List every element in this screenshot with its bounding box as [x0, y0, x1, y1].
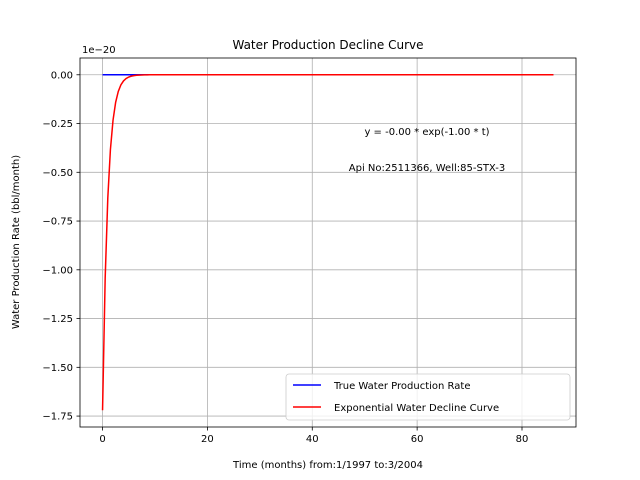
y-tick-label: −1.25 [42, 314, 73, 325]
x-tick-label: 40 [306, 434, 319, 445]
x-tick-label: 0 [99, 434, 105, 445]
x-axis-ticks: 0 20 40 60 80 [99, 427, 528, 445]
y-axis-ticks: 0.00 −0.25 −0.50 −0.75 −1.00 −1.25 −1.50 −1.75 [42, 70, 80, 423]
y-tick-label: −1.50 [42, 363, 73, 374]
y-offset-text: 1e−20 [82, 45, 116, 56]
y-tick-label: −0.50 [42, 168, 73, 179]
y-tick-label: 0.00 [51, 70, 73, 81]
legend: True Water Production Rate Exponential W… [285, 373, 571, 421]
legend-box [285, 373, 571, 421]
x-tick-label: 60 [411, 434, 424, 445]
series-group [101, 74, 554, 411]
y-tick-label: −1.00 [42, 265, 73, 276]
legend-label-true-rate: True Water Production Rate [333, 381, 470, 392]
chart-title: Water Production Decline Curve [232, 38, 423, 52]
series-line-decline-curve [101, 74, 554, 411]
x-tick-label: 20 [201, 434, 214, 445]
y-axis-label: Water Production Rate (bbl/month) [11, 155, 22, 329]
equation-annotation: y = -0.00 * exp(-1.00 * t) [364, 127, 489, 138]
plot-frame [79, 57, 577, 428]
y-tick-label: −0.25 [42, 119, 73, 130]
legend-label-decline-curve: Exponential Water Decline Curve [334, 403, 499, 414]
well-annotation: Api No:2511366, Well:85-STX-3 [349, 163, 506, 174]
x-tick-label: 80 [516, 434, 529, 445]
y-tick-label: −1.75 [42, 412, 73, 423]
y-tick-label: −0.75 [42, 217, 73, 228]
x-axis-label: Time (months) from:1/1997 to:3/2004 [232, 460, 423, 471]
grid [80, 58, 576, 427]
plot-background [80, 58, 576, 427]
